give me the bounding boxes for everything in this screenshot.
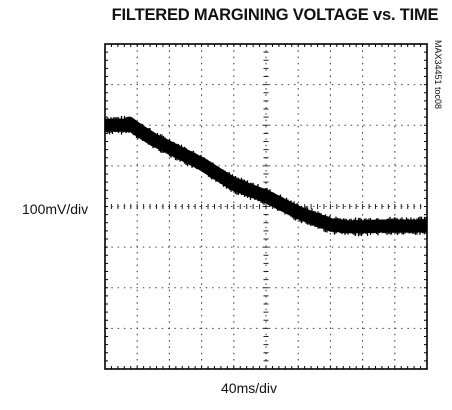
trace-layer: [104, 115, 427, 237]
x-axis-label: 40ms/div: [221, 380, 278, 396]
chart-title: FILTERED MARGINING VOLTAGE vs. TIME: [111, 6, 439, 24]
y-axis-label: 100mV/div: [22, 201, 89, 217]
plot-border: [104, 43, 428, 370]
part-number-annotation: MAX34451 toc08: [433, 40, 443, 110]
grid-layer: [105, 44, 427, 369]
